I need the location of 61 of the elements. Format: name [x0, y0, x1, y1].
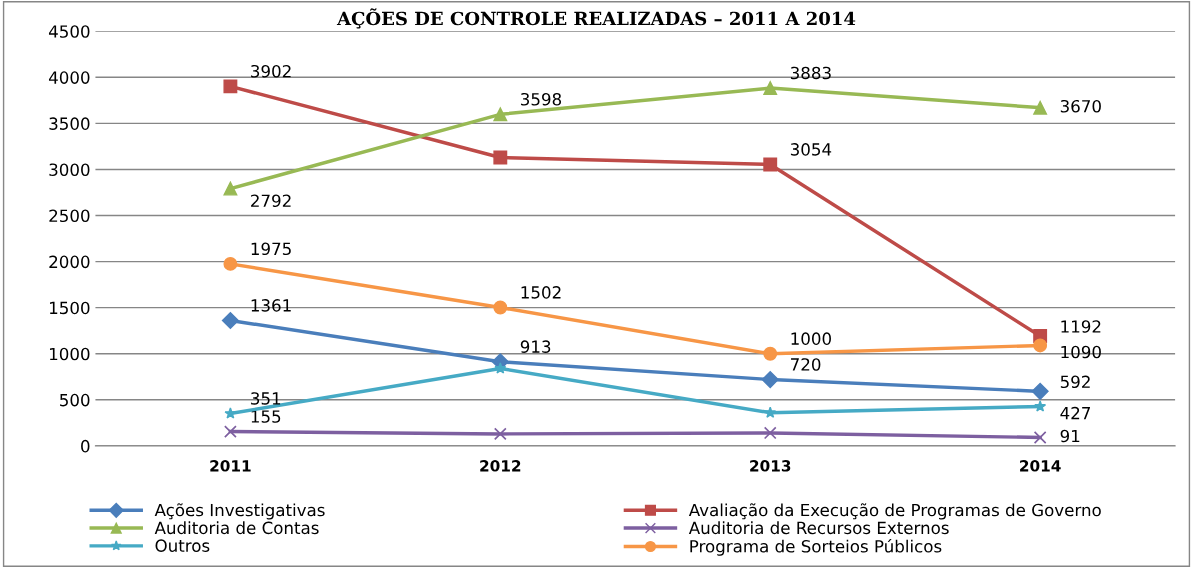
data-label: 3054: [790, 143, 832, 156]
legend-label: Auditoria de Recursos Externos: [688, 521, 949, 535]
y-tick-label: 3000: [49, 163, 90, 177]
point: [224, 425, 237, 438]
data-label: 91: [1060, 429, 1080, 443]
y-tick-label: 4000: [48, 71, 90, 84]
point: [764, 406, 777, 418]
y-tick-label: 1500: [49, 301, 90, 315]
x-tick-label: 2013: [750, 460, 791, 472]
point: [1034, 400, 1047, 412]
legend-label: Ações Investigativas: [154, 503, 325, 520]
y-tick-label: 0: [81, 439, 90, 453]
legend-label: Outros: [155, 539, 210, 552]
point: [1031, 382, 1049, 400]
data-label: 1975: [251, 242, 291, 256]
y-tick-label: 4500: [48, 25, 90, 38]
data-label: 3598: [521, 92, 562, 106]
data-label: 913: [520, 340, 551, 353]
y-tick-label: 3500: [49, 117, 90, 130]
point: [1033, 100, 1048, 115]
point: [493, 300, 508, 315]
y-tick-label: 2000: [49, 255, 90, 269]
x-tick-label: 2012: [480, 460, 521, 472]
point: [494, 362, 507, 374]
data-label: 3902: [251, 64, 291, 78]
data-label: 3670: [1060, 99, 1101, 113]
data-label: 351: [251, 392, 281, 405]
chart-title: AÇÕES DE CONTROLE REALIZADAS – 2011 A 2014: [336, 8, 856, 29]
data-label: 720: [791, 358, 821, 371]
data-label: 155: [251, 410, 281, 423]
data-label: 2792: [251, 194, 291, 208]
point: [763, 426, 777, 440]
point: [1033, 338, 1048, 353]
legend-label: Auditoria de Contas: [154, 521, 319, 535]
data-label: 1090: [1061, 345, 1101, 359]
x-tick-label: 2014: [1020, 460, 1061, 472]
data-label: 1502: [521, 286, 561, 299]
x-tick-label: 2011: [210, 460, 251, 472]
y-tick-label: 500: [60, 393, 90, 407]
data-label: 1000: [791, 332, 831, 345]
y-tick-label: 1000: [49, 347, 90, 361]
point: [763, 81, 778, 96]
legend-label: Avaliação da Execução de Programas de Governo: [688, 503, 1101, 520]
point: [761, 370, 779, 389]
data-label: 1192: [1061, 320, 1101, 333]
point: [493, 107, 508, 122]
data-label: 3883: [790, 66, 831, 80]
point: [223, 79, 238, 94]
legend-label: Programa de Sorteios Públicos: [690, 539, 942, 556]
point: [763, 157, 778, 172]
data-label: 1361: [251, 299, 291, 312]
point: [763, 346, 778, 361]
point: [493, 150, 508, 165]
point: [223, 181, 238, 196]
point: [493, 427, 507, 441]
data-label: 592: [1060, 375, 1090, 389]
point: [221, 311, 239, 330]
data-label: 427: [1060, 406, 1090, 420]
point: [223, 256, 238, 271]
y-tick-label: 2500: [49, 209, 90, 223]
point: [1033, 431, 1047, 444]
